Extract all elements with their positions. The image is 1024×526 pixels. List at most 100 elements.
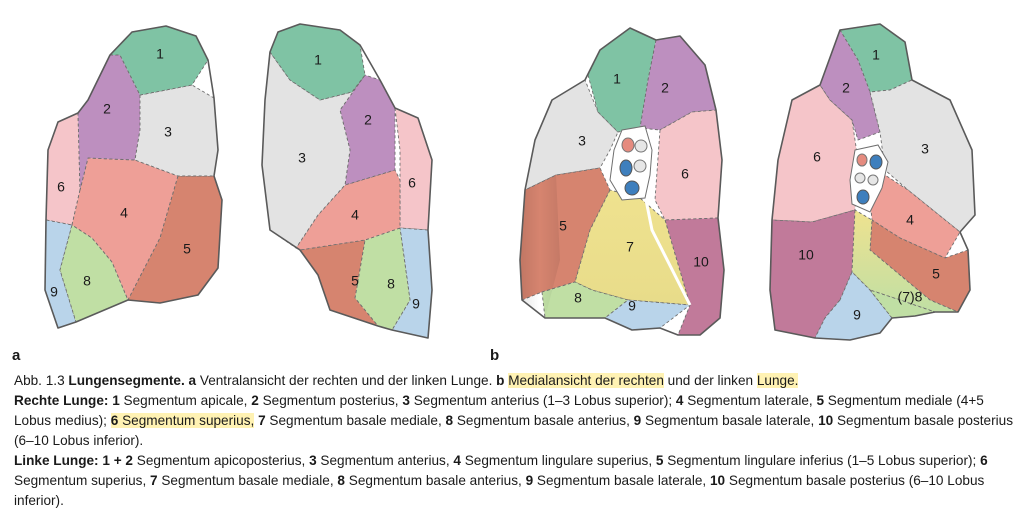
caption-item-number: 9 [633,413,642,428]
label-a-left-2: 2 [364,112,372,128]
caption-item-text: Segmentum laterale, [683,393,813,408]
caption-left-lung: Linke Lunge: 1 + 2 Segmentum apicoposter… [14,451,1014,511]
label-a-left-1: 1 [314,52,322,68]
caption-item-number: 8 [445,413,454,428]
segment-6 [45,112,81,226]
caption-right-lung: Rechte Lunge: 1 Segmentum apicale, 2 Seg… [14,391,1014,451]
bronchus-icon [854,172,866,184]
caption-item-number: 1 [112,393,120,408]
bronchus-icon [633,159,647,173]
caption-item-number: 10 [709,473,726,488]
label-a-right-6: 6 [57,179,65,195]
panel-label-a: a [12,347,21,364]
caption-item-text: Segmentum basale mediale, [265,413,442,428]
caption-item: 8 Segmentum basale anterius, [337,473,521,488]
caption-right-items: 1 Segmentum apicale, 2 Segmentum posteri… [14,393,1013,448]
caption-item-text: Segmentum lingulare superius, [460,453,653,468]
vein-icon [619,159,633,177]
caption-item-text: Segmentum basale posterius (6–10 Lobus i… [14,413,1014,448]
caption-item-text: Segmentum basale mediale, [157,473,334,488]
caption-item-text: Segmentum anterius (1–3 Lobus superior); [409,393,673,408]
label-b-left-10: 10 [798,247,814,263]
segment-3 [134,84,219,177]
segment-6 [654,109,723,221]
label-a-left-4: 4 [351,207,359,223]
caption-item-text: Segmentum basale posterius (6–10 Lobus i… [14,473,985,508]
caption-item: 3 Segmentum anterius, [309,453,450,468]
caption-b-label: b [496,373,505,388]
caption-item: 9 Segmentum basale laterale, [634,413,815,428]
panel-a-left-lung [261,23,433,339]
caption-item: 3 Segmentum anterius (1–3 Lobus superior… [402,393,672,408]
caption-title: Lungensegmente. [68,373,185,388]
caption-b-text: und der linken [667,373,754,388]
caption-prefix: Abb. 1.3 [14,373,69,388]
caption-item-text: Segmentum apicoposterius, [133,453,306,468]
caption-item-number: 5 [816,393,825,408]
label-b-right-8: 8 [574,290,582,306]
label-a-left-5: 5 [351,273,359,289]
caption-item-text: Segmentum superius, [118,413,255,428]
caption-item: 10 Segmentum basale posterius (6–10 Lobu… [14,473,984,508]
segment-6 [394,107,433,231]
caption-item: 7 Segmentum basale mediale, [150,473,334,488]
label-a-right-3: 3 [164,124,172,140]
segment-8 [59,224,129,323]
caption-item-text: Segmentum mediale (4+5 Lobus medius); [14,393,984,428]
caption-right-title: Rechte Lunge: [14,393,109,408]
label-b-left-4: 4 [906,212,914,228]
label-a-left-9: 9 [412,296,420,312]
caption-item-number: 6 [980,453,988,468]
label-b-right-6: 6 [681,166,689,182]
caption-item: 6 Segmentum superius, [14,453,988,488]
label-b-left-2: 2 [842,80,850,96]
caption-item: 10 Segmentum basale posterius (6–10 Lobu… [14,413,1013,448]
panel-a-right-lung [44,25,223,329]
caption-a-label: a [188,373,197,388]
caption-line-1: Abb. 1.3 Lungensegmente. a Ventralansich… [14,371,1014,391]
caption-item-text: Segmentum posterius, [258,393,399,408]
caption-b-highlight: Medialansicht der rechten [508,373,664,388]
lung-outline [261,23,433,339]
bronchus-icon [634,139,648,153]
lung-outline [769,23,976,341]
segment-1 [109,25,209,96]
lung-outline [44,25,223,329]
caption-b-highlight-2: Lunge. [756,373,799,388]
label-b-right-2: 2 [661,80,669,96]
caption-item-number: 10 [818,413,834,428]
caption-item-text: Segmentum basale anterius, [344,473,522,488]
caption-left-title: Linke Lunge: [14,453,99,468]
caption-item-text: Segmentum lingulare inferius (1–5 Lobus … [663,453,977,468]
hilum [849,144,889,213]
label-a-right-8: 8 [83,273,91,289]
caption-item-text: Segmentum basale anterius, [453,413,630,428]
panel-label-b: b [490,347,499,364]
caption-item-number: 1 + 2 [102,453,133,468]
caption-item-number: 6 [110,413,119,428]
panel-b-left-lung [769,23,976,341]
vein-icon [869,154,883,170]
hilum-shading [520,175,560,318]
label-b-left-3: 3 [921,141,929,157]
caption-item: 1 + 2 Segmentum apicoposterius, [102,453,305,468]
caption-item: 5 Segmentum lingulare inferius (1–5 Lobu… [656,453,976,468]
caption-item-number: 8 [337,473,345,488]
caption-a-text: Ventralansicht der rechten und der linke… [199,373,493,388]
label-a-left-6: 6 [408,175,416,191]
label-a-right-9: 9 [50,284,58,300]
caption-item-number: 5 [655,453,664,468]
caption-item: 1 Segmentum apicale, [112,393,247,408]
figure-caption: Abb. 1.3 Lungensegmente. a Ventralansich… [14,371,1014,511]
caption-item-text: Segmentum superius, [14,473,147,488]
label-a-right-5: 5 [183,241,191,257]
segment-4 [295,169,401,251]
caption-item: 8 Segmentum basale anterius, [446,413,630,428]
label-a-right-4: 4 [120,205,128,221]
panel-b-right-lung [519,27,725,336]
lung-outline [519,27,725,336]
caption-item-text: Segmentum basale laterale, [533,473,707,488]
artery-icon [621,137,635,153]
label-b-left-5: 5 [932,266,940,282]
label-b-right-3: 3 [578,133,586,149]
